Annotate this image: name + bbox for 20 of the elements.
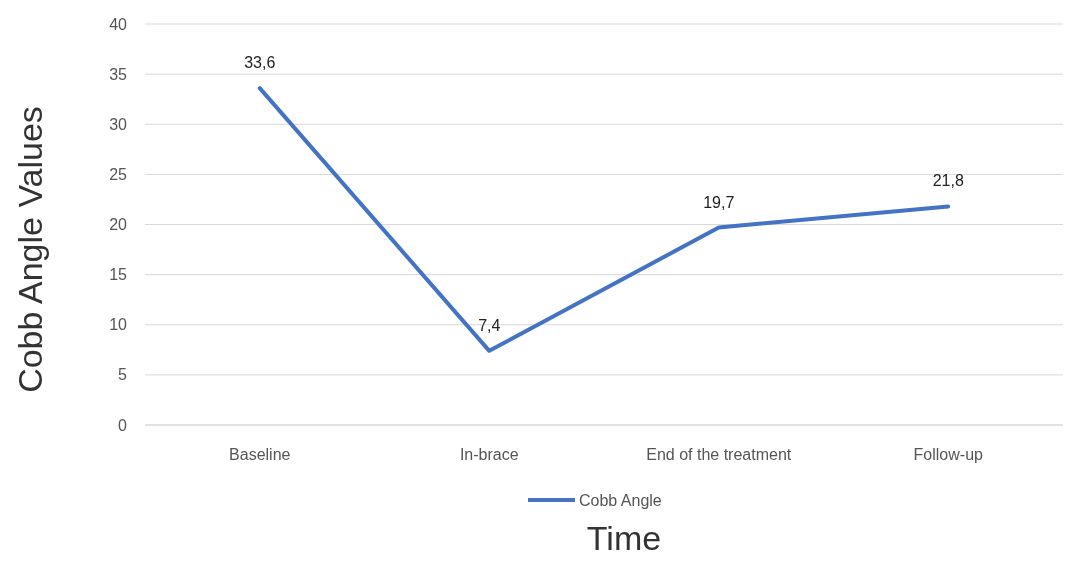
x-tick-label: Follow-up [913,446,984,463]
y-tick-label: 25 [109,165,128,183]
y-tick-label: 30 [109,115,128,133]
y-tick-label: 5 [118,366,128,384]
x-tick-label: Baseline [229,446,291,463]
y-tick-label: 40 [109,15,128,33]
y-tick-label: 10 [109,316,128,334]
y-tick-label: 15 [109,266,128,284]
data-label: 33,6 [244,54,276,72]
y-tick-label: 20 [109,216,128,234]
data-label: 19,7 [703,193,735,211]
x-tick-label: In-brace [459,446,519,463]
data-label: 21,8 [932,172,964,190]
y-axis-title: Cobb Angle Values [11,106,49,393]
x-axis-title: Time [586,518,662,557]
x-tick-label: End of the treatment [646,446,792,463]
legend-label: Cobb Angle [579,491,662,509]
y-tick-label: 35 [109,65,128,83]
y-tick-label: 0 [118,416,128,434]
data-label: 7,4 [478,316,501,334]
